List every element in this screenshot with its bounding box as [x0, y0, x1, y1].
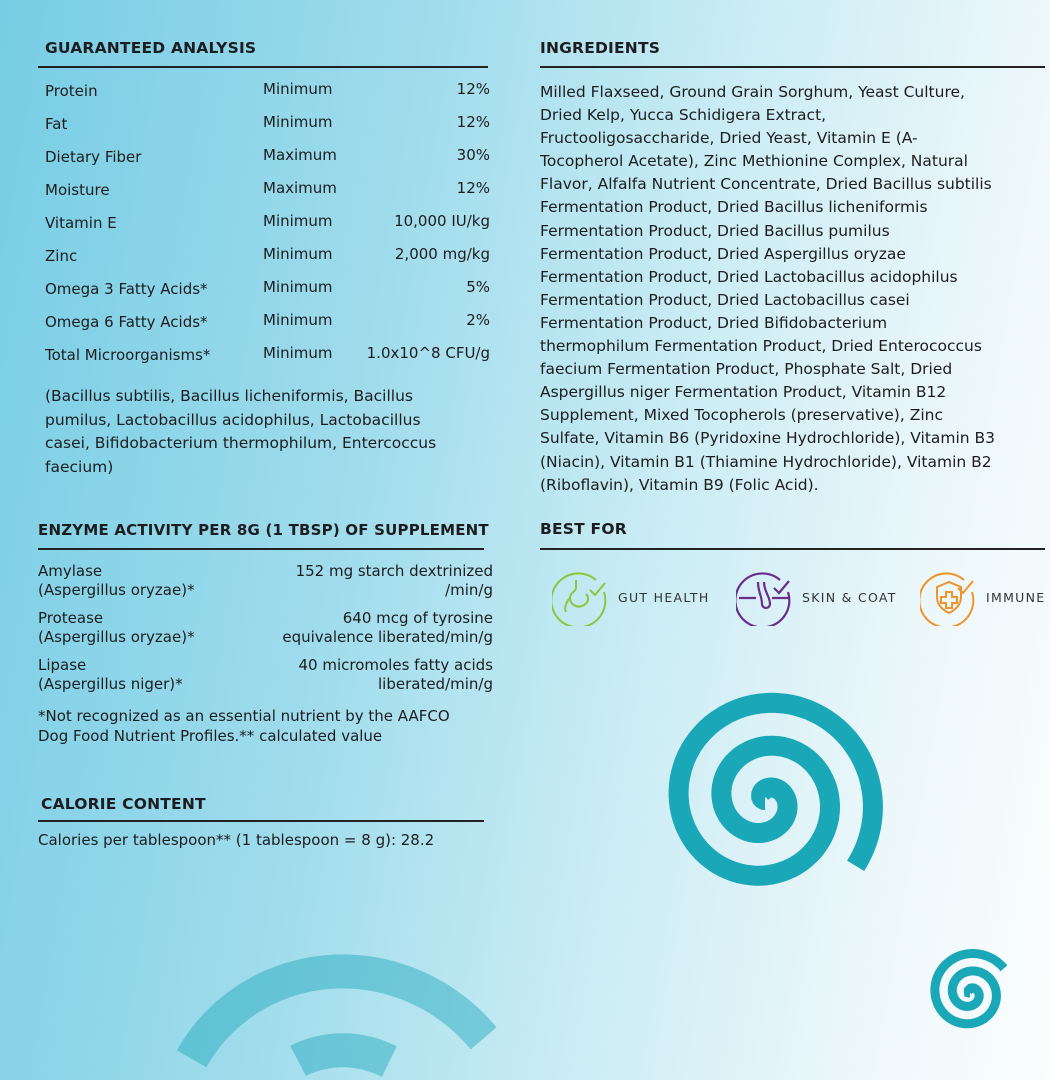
- analysis-row: Zinc Minimum 2,000 mg/kg: [45, 245, 490, 265]
- nutrient-name: Vitamin E: [45, 214, 117, 232]
- nutrient-value: 2,000 mg/kg: [394, 245, 490, 263]
- ingredients-line: Fermentation Product, Dried Lactobacillu…: [540, 290, 910, 309]
- nutrient-qualifier: Minimum: [263, 245, 333, 263]
- nutrient-name: Total Microorganisms*: [45, 346, 211, 364]
- nutrient-value: 10,000 IU/kg: [394, 212, 490, 230]
- spiral-background: [176, 954, 497, 1077]
- ingredients-line: Dried Kelp, Yucca Schidigera Extract,: [540, 106, 827, 125]
- ingredients-line: Tocopherol Acetate), Zinc Methionine Com…: [540, 152, 968, 171]
- spiral-large: [668, 692, 883, 886]
- nutrient-name: Dietary Fiber: [45, 148, 142, 166]
- nutrient-qualifier: Minimum: [263, 212, 333, 230]
- ingredients-line: (Riboflavin), Vitamin B9 (Folic Acid).: [540, 475, 819, 494]
- analysis-row: Moisture Maximum 12%: [45, 179, 490, 199]
- divider: [540, 66, 1045, 68]
- enzyme-unit: /min/g: [445, 581, 493, 599]
- divider: [38, 548, 484, 550]
- nutrient-qualifier: Minimum: [263, 80, 333, 98]
- enzyme-name: Protease: [38, 609, 104, 627]
- ingredients-line: Supplement, Mixed Tocopherols (preservat…: [540, 406, 943, 425]
- nutrient-name: Omega 6 Fatty Acids*: [45, 313, 208, 331]
- enzyme-source: (Aspergillus oryzae)*: [38, 581, 195, 599]
- analysis-row: Dietary Fiber Maximum 30%: [45, 146, 490, 166]
- nutrient-qualifier: Maximum: [263, 179, 337, 197]
- analysis-row: Protein Minimum 12%: [45, 80, 490, 100]
- enzyme-name: Amylase: [38, 562, 103, 580]
- nutrient-name: Fat: [45, 115, 68, 133]
- ingredients-line: (Niacin), Vitamin B1 (Thiamine Hydrochlo…: [540, 452, 992, 471]
- enzyme-row: Amylase (Aspergillus oryzae)* 152 mg starc…: [38, 562, 493, 602]
- calorie-text: Calories per tablespoon** (1 tablespoon …: [38, 831, 435, 849]
- ingredients-line: thermophilum Fermentation Product, Dried…: [540, 337, 982, 356]
- ingredients-title: INGREDIENTS: [540, 39, 661, 57]
- ingredients-line: Flavor, Alfalfa Nutrient Concentrate, Dr…: [540, 175, 992, 194]
- enzyme-value: 640 mcg of tyrosine: [342, 609, 493, 627]
- nutrient-name: Omega 3 Fatty Acids*: [45, 280, 208, 298]
- divider: [540, 548, 1045, 550]
- divider: [38, 820, 484, 822]
- analysis-row: Fat Minimum 12%: [45, 113, 490, 133]
- enzyme-activity-title: ENZYME ACTIVITY PER 8G (1 TBSP) OF SUPPL…: [38, 521, 489, 539]
- enzyme-row: Lipase (Aspergillus niger)* 40 micromoles …: [38, 656, 493, 696]
- analysis-row: Omega 6 Fatty Acids* Minimum 2%: [45, 311, 490, 331]
- nutrient-qualifier: Minimum: [263, 278, 333, 296]
- enzyme-unit: equivalence liberated/min/g: [282, 628, 493, 646]
- ingredients-line: Fermentation Product, Dried Bacillus pum…: [540, 221, 890, 240]
- shield-plus-check-icon: [920, 572, 975, 626]
- ingredients-line: Fermentation Product, Dried Bifidobacter…: [540, 313, 888, 332]
- enzyme-source: (Aspergillus niger)*: [38, 675, 183, 693]
- analysis-row: Omega 3 Fatty Acids* Minimum 5%: [45, 278, 490, 298]
- nutrient-value: 5%: [466, 278, 490, 296]
- nutrient-name: Moisture: [45, 181, 110, 199]
- enzyme-name: Lipase: [38, 656, 87, 674]
- ingredients-line: faecium Fermentation Product, Phosphate …: [540, 360, 953, 379]
- ingredients-line: Fermentation Product, Dried Lactobacillu…: [540, 267, 958, 286]
- nutrient-value: 1.0x10^8 CFU/g: [366, 344, 490, 362]
- spiral-logo: [930, 949, 1008, 1029]
- enzyme-source: (Aspergillus oryzae)*: [38, 628, 195, 646]
- nutrient-qualifier: Maximum: [263, 146, 337, 164]
- enzyme-footnote: *Not recognized as an essential nutrient…: [38, 707, 450, 745]
- nutrient-qualifier: Minimum: [263, 311, 333, 329]
- nutrient-value: 12%: [456, 80, 490, 98]
- nutrient-name: Protein: [45, 82, 98, 100]
- nutrient-name: Zinc: [45, 247, 78, 265]
- enzyme-row: Protease (Aspergillus oryzae)* 640 mcg of …: [38, 609, 493, 649]
- ingredients-line: Fermentation Product, Dried Bacillus lic…: [540, 198, 928, 217]
- best-for-title: BEST FOR: [540, 520, 627, 538]
- divider: [38, 66, 488, 68]
- ingredients-line: Sulfate, Vitamin B6 (Pyridoxine Hydrochl…: [540, 429, 996, 448]
- calorie-content-title: CALORIE CONTENT: [41, 795, 206, 813]
- enzyme-unit: liberated/min/g: [378, 675, 493, 693]
- stomach-check-icon: [552, 572, 607, 626]
- ingredients-line: Milled Flaxseed, Ground Grain Sorghum, Y…: [540, 83, 965, 101]
- nutrient-value: 30%: [456, 146, 490, 164]
- ingredients-line: Fermentation Product, Dried Aspergillus …: [540, 244, 906, 263]
- hair-follicle-check-icon: [736, 572, 791, 626]
- analysis-row: Vitamin E Minimum 10,000 IU/kg: [45, 212, 490, 232]
- nutrient-value: 12%: [456, 179, 490, 197]
- guaranteed-analysis-title: GUARANTEED ANALYSIS: [45, 39, 257, 57]
- ingredients-line: Aspergillus niger Fermentation Product, …: [540, 383, 947, 402]
- nutrient-value: 12%: [456, 113, 490, 131]
- nutrient-qualifier: Minimum: [263, 344, 333, 362]
- nutrient-value: 2%: [466, 311, 490, 329]
- ingredients-line: Fructooligosaccharide, Dried Yeast, Vita…: [540, 129, 918, 148]
- nutrient-qualifier: Minimum: [263, 113, 333, 131]
- enzyme-value: 152 mg starch dextrinized: [295, 562, 493, 580]
- ingredients-list: Milled Flaxseed, Ground Grain Sorghum, Y…: [540, 81, 995, 497]
- analysis-row: Total Microorganisms* Minimum 1.0x10^8 CFU…: [45, 344, 490, 364]
- enzyme-value: 40 micromoles fatty acids: [298, 656, 494, 674]
- microorganism-note: (Bacillus subtilis, Bacillus licheniform…: [45, 387, 437, 476]
